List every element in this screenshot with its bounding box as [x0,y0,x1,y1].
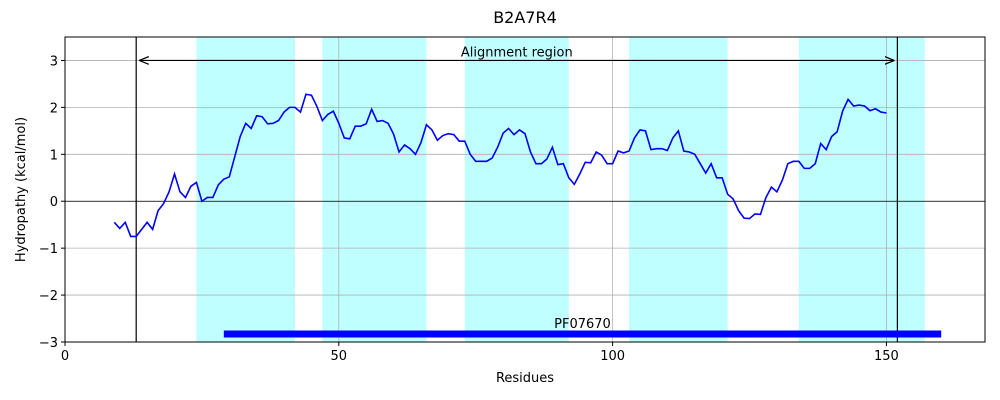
y-tick-label: −2 [39,289,58,304]
plot-frame [64,36,986,343]
highlight-span [322,37,427,342]
x-tick-label: 100 [600,349,625,364]
y-tick-label: 3 [50,54,58,69]
x-tick-label: 0 [61,349,69,364]
highlight-span [196,37,295,342]
x-tick-label: 50 [331,349,348,364]
y-axis-label: Hydropathy (kcal/mol) [14,117,29,262]
hydropathy-line [113,93,887,238]
annotation-label: Alignment region [461,45,573,60]
highlight-span [629,37,728,342]
chart-title: B2A7R4 [493,8,557,27]
y-tick-label: 2 [50,101,58,116]
x-tick-label: 150 [874,349,899,364]
domain-label: PF07670 [554,317,611,332]
y-tick-label: 1 [50,148,58,163]
y-tick-label: −1 [39,242,58,257]
x-axis-label: Residues [496,371,554,386]
highlight-span [464,37,569,342]
y-tick-label: 0 [50,195,58,210]
y-tick-label: −3 [39,336,58,351]
highlight-span [798,37,925,342]
